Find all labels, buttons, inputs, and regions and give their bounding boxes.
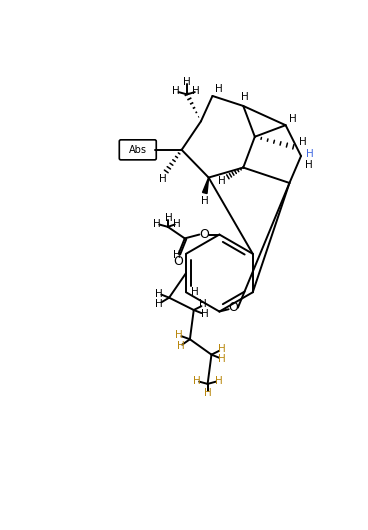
Text: H: H bbox=[177, 341, 184, 351]
Text: H: H bbox=[289, 114, 297, 124]
Text: H: H bbox=[153, 219, 161, 229]
Text: H: H bbox=[204, 388, 212, 398]
Text: H: H bbox=[241, 92, 249, 102]
Polygon shape bbox=[202, 178, 209, 193]
Text: H: H bbox=[173, 250, 181, 260]
Text: H: H bbox=[215, 84, 223, 94]
Text: H: H bbox=[218, 176, 226, 187]
Text: Abs: Abs bbox=[129, 145, 147, 155]
Text: H: H bbox=[215, 376, 222, 386]
FancyBboxPatch shape bbox=[119, 140, 156, 160]
Text: H: H bbox=[199, 299, 207, 309]
Text: O: O bbox=[174, 255, 184, 268]
Text: H: H bbox=[201, 309, 208, 319]
Text: H: H bbox=[192, 86, 200, 96]
Text: H: H bbox=[218, 354, 226, 364]
Text: H: H bbox=[172, 86, 180, 96]
Text: H: H bbox=[217, 344, 225, 354]
Text: H: H bbox=[193, 376, 201, 386]
Text: H: H bbox=[300, 137, 307, 147]
Text: H: H bbox=[173, 219, 181, 229]
Text: H: H bbox=[191, 287, 199, 297]
Text: O: O bbox=[199, 228, 209, 241]
Text: H: H bbox=[166, 213, 173, 223]
Text: O: O bbox=[228, 301, 238, 314]
Text: H: H bbox=[155, 299, 163, 309]
Text: H: H bbox=[201, 196, 209, 206]
Text: H: H bbox=[305, 160, 312, 170]
Text: H: H bbox=[155, 289, 163, 299]
Text: H: H bbox=[307, 149, 314, 158]
Text: H: H bbox=[183, 77, 191, 87]
Text: H: H bbox=[159, 174, 166, 184]
Text: H: H bbox=[175, 330, 183, 340]
